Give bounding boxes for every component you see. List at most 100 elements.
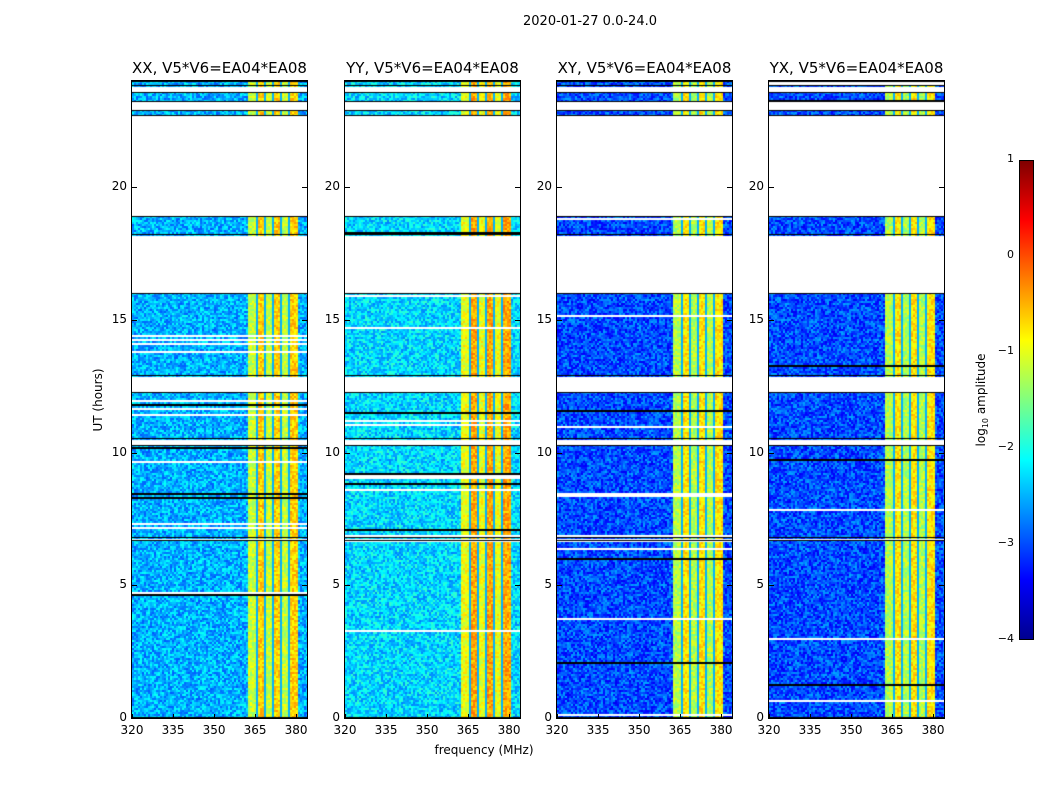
y-tick-label: 15 [536,311,552,326]
y-tick-mark [344,452,350,454]
x-tick-label: 320 [333,723,357,737]
y-tick-mark [939,452,945,454]
x-tick-mark [933,714,935,719]
y-tick-mark [768,718,774,719]
y-tick-mark [302,319,308,321]
y-tick-mark [556,319,562,321]
x-tick-label: 380 [921,723,945,737]
y-tick-label: 10 [324,444,340,459]
y-tick-mark [768,585,774,587]
y-tick-mark [939,187,945,189]
panel-title: XX, V5*V6=EA04*EA08 [132,59,307,77]
x-tick-label: 365 [880,723,904,737]
x-tick-mark [468,714,470,719]
y-tick-label: 20 [748,179,764,194]
y-tick-mark [768,452,774,454]
y-tick-mark [727,319,733,321]
x-tick-mark [892,714,894,719]
x-tick-label: 320 [757,723,781,737]
y-tick-mark [344,319,350,321]
x-tick-mark [386,714,388,719]
heatmap-image [769,81,944,718]
y-tick-label: 0 [756,710,764,724]
x-tick-mark [639,714,641,719]
x-axis-label: frequency (MHz) [434,743,534,757]
x-tick-mark [598,714,600,719]
x-tick-label: 350 [839,723,863,737]
colorbar-tick-label: −1 [997,344,1014,357]
x-tick-mark [509,714,511,719]
colorbar-tick-label: −2 [997,440,1014,453]
y-tick-mark [768,319,774,321]
x-tick-label: 320 [545,723,569,737]
y-tick-mark [131,319,137,321]
y-tick-mark [556,585,562,587]
y-tick-mark [515,718,521,719]
x-tick-label: 335 [586,723,610,737]
x-tick-mark [427,714,429,719]
y-tick-label: 5 [119,577,127,592]
y-tick-label: 15 [748,311,764,326]
x-tick-mark [851,714,853,719]
y-tick-mark [344,187,350,189]
x-tick-label: 350 [627,723,651,737]
x-tick-mark [345,714,346,719]
y-tick-label: 20 [324,179,340,194]
y-tick-label: 10 [748,444,764,459]
x-tick-label: 365 [456,723,480,737]
y-tick-mark [556,452,562,454]
y-tick-mark [939,585,945,587]
heatmap-image [345,81,520,718]
x-tick-label: 335 [798,723,822,737]
x-tick-label: 380 [497,723,521,737]
y-tick-mark [131,187,137,189]
x-tick-mark [255,714,257,719]
y-tick-label: 15 [111,311,127,326]
y-axis-label: UT (hours) [91,368,105,432]
y-tick-mark [727,585,733,587]
heatmap-image [132,81,307,718]
x-tick-label: 380 [709,723,733,737]
y-tick-label: 0 [332,710,340,724]
y-tick-label: 0 [544,710,552,724]
x-tick-mark [810,714,812,719]
y-tick-mark [515,187,521,189]
y-tick-mark [302,452,308,454]
x-tick-mark [132,714,133,719]
y-tick-label: 0 [119,710,127,724]
y-tick-mark [727,452,733,454]
y-tick-mark [131,718,137,719]
colorbar [1019,160,1034,640]
x-tick-mark [557,714,558,719]
y-tick-label: 5 [544,577,552,592]
y-tick-mark [515,452,521,454]
y-tick-label: 5 [332,577,340,592]
colorbar-tick-label: 0 [1007,248,1014,261]
y-tick-mark [515,585,521,587]
x-tick-label: 365 [243,723,267,737]
y-tick-mark [344,718,350,719]
y-tick-label: 15 [324,311,340,326]
x-tick-label: 365 [668,723,692,737]
y-tick-mark [302,187,308,189]
x-tick-label: 335 [374,723,398,737]
y-tick-mark [344,585,350,587]
y-tick-mark [727,718,733,719]
x-tick-mark [680,714,682,719]
figure-title: 2020-01-27 0.0-24.0 [523,14,657,29]
panel-yx: YX, V5*V6=EA04*EA08 [768,59,945,719]
colorbar-tick-label: −4 [997,632,1014,645]
x-tick-label: 335 [161,723,185,737]
y-tick-mark [939,718,945,719]
panel-xx: XX, V5*V6=EA04*EA08 [131,59,308,719]
y-tick-mark [768,187,774,189]
x-tick-mark [296,714,298,719]
x-tick-label: 380 [284,723,308,737]
colorbar-tick-label: −3 [997,536,1014,549]
y-tick-mark [302,585,308,587]
y-tick-mark [302,718,308,719]
panel-title: XY, V5*V6=EA04*EA08 [557,59,732,77]
y-tick-label: 10 [536,444,552,459]
y-tick-mark [939,319,945,321]
panel-yy: YY, V5*V6=EA04*EA08 [344,59,521,719]
